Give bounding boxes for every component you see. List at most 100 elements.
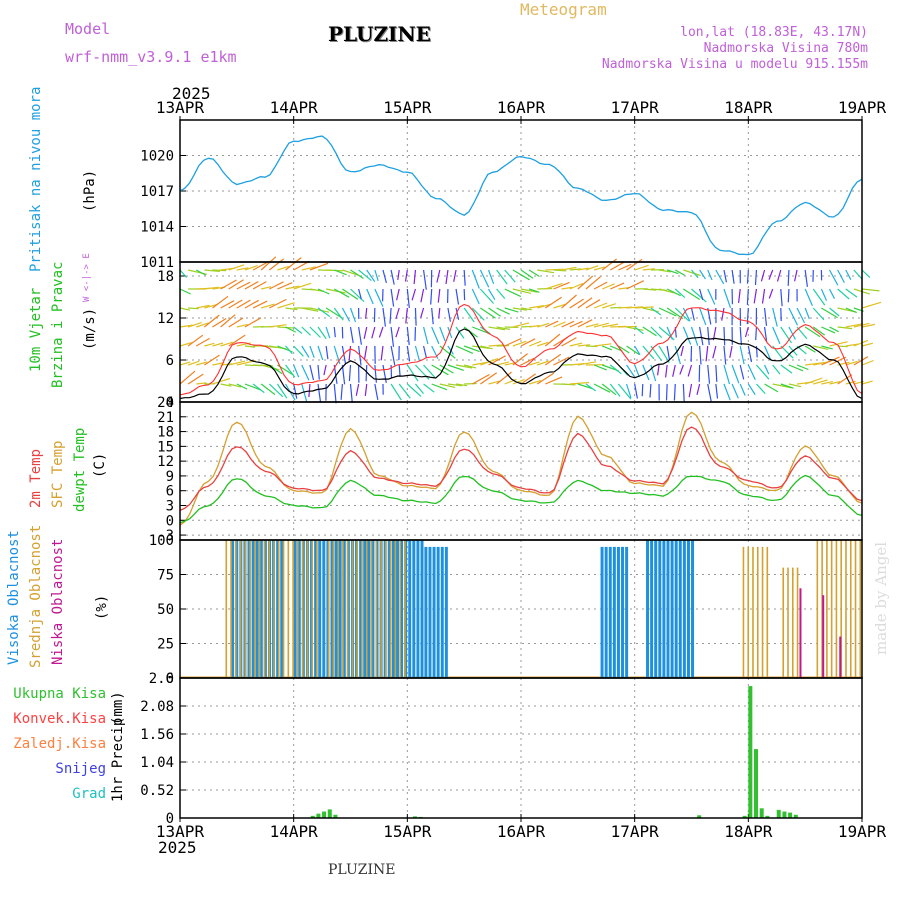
wind-arrow <box>674 345 681 365</box>
wind-arrow <box>382 269 387 284</box>
wind-arrow <box>244 317 262 328</box>
wind-arrow <box>812 307 825 321</box>
wind-arrow <box>837 326 853 330</box>
wind-arrow <box>537 360 549 366</box>
wind-arrow <box>411 288 417 301</box>
wind-arrow <box>422 326 429 345</box>
cloud-high-bar <box>247 540 251 678</box>
wind-arrow <box>439 364 454 374</box>
wind-arrow <box>715 269 725 285</box>
tick-label: 1020 <box>140 149 174 165</box>
wind-arrow <box>317 307 331 318</box>
cloud-mid-bar <box>399 540 401 678</box>
wind-arrow <box>220 279 237 290</box>
wind-arrow <box>828 288 836 299</box>
wind-arrow <box>861 301 882 309</box>
wind-arrow <box>658 345 670 363</box>
wind-arrow <box>228 360 246 366</box>
wind-arrow <box>349 383 353 403</box>
tick-label: 18 <box>157 425 174 441</box>
wind-arrow <box>261 303 275 309</box>
wind-arrow <box>455 307 460 320</box>
wind-arrow <box>496 307 510 315</box>
cloud-mid-bar <box>287 540 290 678</box>
legend-total: Ukupna Kisa <box>13 686 106 702</box>
wind-arrow <box>349 307 357 323</box>
precip-bar <box>413 816 418 818</box>
wind-arrow <box>380 345 384 361</box>
wind-arrow <box>455 364 473 369</box>
wind-arrow <box>561 337 577 347</box>
cloud-high-bar <box>334 540 338 678</box>
wind-arrow <box>195 337 210 347</box>
wind-arrow <box>545 282 563 290</box>
wind-arrow <box>390 288 395 307</box>
wind-arrow <box>561 294 577 309</box>
cloud-mid-bar <box>370 540 373 678</box>
model-elevation: Nadmorska Visina u modelu 915.155m <box>601 57 868 72</box>
cloud-mid-bar <box>742 546 745 678</box>
day-label-bottom: 14APR <box>270 822 319 841</box>
day-label-bottom: 19APR <box>838 822 887 841</box>
wind-arrow <box>666 307 684 320</box>
wind-arrow <box>569 320 583 328</box>
wind-arrow <box>439 326 446 342</box>
wind-arrow <box>261 286 272 290</box>
wind-arrow <box>553 356 570 366</box>
wind-arrow <box>423 383 435 393</box>
dewpoint-line <box>179 474 863 524</box>
wind-arrow <box>488 380 500 385</box>
cloud-high-bar <box>322 540 326 678</box>
wind-arrow <box>585 276 601 290</box>
wind-arrow <box>658 288 675 294</box>
wind-arrow <box>293 326 303 334</box>
cloud-high-bar <box>612 546 616 678</box>
cloud-mid-bar <box>826 540 828 678</box>
cloud-mid-bar <box>258 540 261 678</box>
wind-arrow <box>642 326 657 337</box>
wind-arrow <box>788 383 802 388</box>
wind-arrow <box>252 383 265 394</box>
wind-arrow <box>480 345 493 350</box>
day-label-bottom: 13APR <box>156 822 205 841</box>
wind-arrow <box>845 288 858 298</box>
wind-arrow <box>658 307 677 317</box>
wind-arrow <box>431 364 449 376</box>
wind-arrow <box>829 307 840 317</box>
temp-2m-line <box>179 426 863 511</box>
cloud-high-bar <box>276 540 280 678</box>
wind-arrow <box>601 258 617 271</box>
day-label-top: 13APR <box>156 98 205 117</box>
wind-arrow <box>553 303 566 309</box>
cloud-high-bar <box>678 540 682 678</box>
wind-arrow <box>228 317 244 328</box>
wind-arrow <box>179 324 193 328</box>
wind-arrow <box>244 299 259 309</box>
wind-arrow <box>761 288 766 304</box>
wind-arrow <box>196 322 209 328</box>
wind-arrow <box>439 383 456 388</box>
wind-arrow <box>212 317 227 328</box>
wind-arrow <box>764 345 772 361</box>
wind-arrow <box>626 364 636 378</box>
wind-arrow <box>220 341 233 347</box>
wind-arrow <box>690 326 699 346</box>
wind-arrow <box>374 269 379 281</box>
wind-arrow <box>666 269 679 275</box>
day-label-top: 17APR <box>611 98 660 117</box>
wind-arrow <box>285 257 302 271</box>
wind-arrow <box>348 364 352 382</box>
wind-arrow <box>780 345 794 359</box>
wind-arrow <box>413 269 417 285</box>
tick-label: 0 <box>166 811 174 827</box>
cloud-mid-bar <box>766 546 769 678</box>
cloud-mid-bar <box>791 567 794 678</box>
wind-arrow <box>577 383 593 390</box>
wind-arrow <box>220 383 232 387</box>
wind-arrow <box>682 383 685 403</box>
wind-arrow <box>828 269 839 286</box>
wind-arrow <box>479 269 490 288</box>
wind-arrow <box>512 322 530 328</box>
cloud-mid-bar <box>782 567 785 678</box>
wind-arrow <box>593 364 607 371</box>
